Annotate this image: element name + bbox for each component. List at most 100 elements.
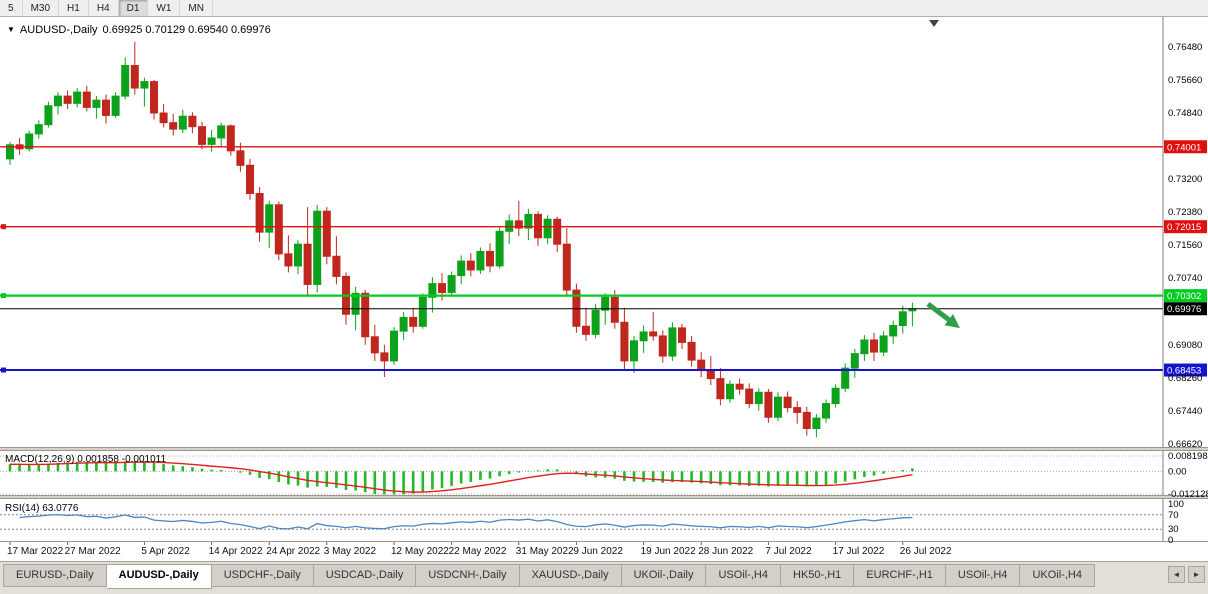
candle [44, 101, 53, 128]
candle [572, 283, 581, 333]
svg-text:26 Jul 2022: 26 Jul 2022 [900, 546, 952, 557]
time-axis[interactable]: 17 Mar 2022 27 Mar 2022 5 Apr 2022 14 Apr 2… [7, 542, 952, 557]
chart-tab-ukoil-h4[interactable]: UKOil-,H4 [1020, 564, 1095, 587]
chart-tab-hk50-h1[interactable]: HK50-,H1 [781, 564, 855, 587]
chart-canvas[interactable]: 0.74001 0.72015 0.70302 0.69976 0.68453 0.764… [0, 17, 1208, 561]
svg-text:7 Jul 2022: 7 Jul 2022 [765, 546, 812, 557]
candle [812, 414, 821, 438]
candle [198, 121, 206, 150]
price-line-0.74001[interactable]: 0.74001 [0, 140, 1207, 154]
panel-separator[interactable] [0, 447, 1208, 451]
chart-tab-usdchf-daily[interactable]: USDCHF-,Daily [211, 564, 314, 587]
candle [783, 391, 792, 413]
candle [543, 215, 552, 245]
candle [774, 392, 782, 422]
timeframe-button-mn[interactable]: MN [180, 0, 213, 16]
timeframe-button-w1[interactable]: W1 [148, 0, 181, 16]
svg-text:0.76480: 0.76480 [1168, 42, 1202, 53]
candle [313, 204, 322, 293]
line-handle[interactable] [1, 367, 6, 373]
candle [255, 187, 264, 242]
candle [265, 200, 274, 249]
candle [54, 92, 62, 115]
timeframe-button-h1[interactable]: H1 [59, 0, 89, 16]
svg-text:30: 30 [1168, 524, 1179, 535]
candle [82, 85, 91, 112]
chart-tab-usoil-h4[interactable]: USOil-,H4 [706, 564, 781, 587]
svg-text:0.70302: 0.70302 [1167, 291, 1201, 302]
candle [879, 331, 888, 357]
candle [745, 383, 754, 409]
candle [630, 335, 638, 373]
chart-tab-ukoil-daily[interactable]: UKOil-,Daily [621, 564, 707, 587]
chart-tab-usdcnh-daily[interactable]: USDCNH-,Daily [416, 564, 520, 587]
candle [687, 335, 696, 367]
chart-tab-xauusd-daily[interactable]: XAUUSD-,Daily [519, 564, 622, 587]
price-badge [1164, 302, 1207, 316]
price-axis[interactable]: 0.76480 0.75660 0.74840 0.73200 0.72380 0.715… [1162, 17, 1202, 541]
candle [764, 389, 773, 423]
candle [735, 378, 744, 395]
candle [399, 311, 408, 340]
timeframe-button-h4[interactable]: H4 [89, 0, 119, 16]
candle [889, 320, 898, 344]
candle [754, 388, 763, 411]
candle [726, 380, 734, 403]
candle [92, 96, 101, 119]
tab-scroll-nav: ◄ ► [1168, 564, 1205, 583]
candle [697, 352, 706, 377]
candle [207, 129, 216, 152]
candle [303, 207, 312, 297]
price-line-0.72015[interactable]: 0.72015 [0, 220, 1207, 234]
candlestick-series [6, 41, 917, 438]
price-line-0.68453[interactable]: 0.68453 [0, 363, 1207, 377]
svg-text:0.69976: 0.69976 [1167, 304, 1201, 315]
candle [370, 324, 379, 361]
candle [294, 240, 302, 274]
line-handle[interactable] [1, 293, 6, 299]
panel-separator[interactable] [0, 495, 1208, 499]
chart-tab-eurchf-h1[interactable]: EURCHF-,H1 [854, 564, 946, 587]
chart-tab-usdcad-daily[interactable]: USDCAD-,Daily [313, 564, 417, 587]
candle [274, 201, 283, 261]
rsi-line [19, 513, 913, 530]
price-badge [1164, 289, 1207, 303]
svg-text:0.75660: 0.75660 [1168, 75, 1202, 86]
svg-text:0.008198: 0.008198 [1168, 451, 1208, 462]
price-line-0.69976[interactable]: 0.69976 [0, 302, 1207, 316]
candle [553, 216, 562, 253]
candle [591, 303, 600, 339]
svg-text:0.67440: 0.67440 [1168, 406, 1202, 417]
svg-text:-0.012128: -0.012128 [1168, 489, 1208, 500]
candle [495, 227, 504, 269]
chart-tab-audusd-daily[interactable]: AUDUSD-,Daily [106, 564, 212, 589]
candle [505, 214, 514, 245]
svg-text:14 Apr 2022: 14 Apr 2022 [209, 546, 263, 557]
svg-text:9 Jun 2022: 9 Jun 2022 [573, 546, 623, 557]
svg-text:0.68260: 0.68260 [1168, 373, 1202, 384]
chart-tab-usoil-h4[interactable]: USOil-,H4 [945, 564, 1021, 587]
trend-arrow-annotation[interactable] [924, 298, 964, 333]
chart-tab-eurusd-daily[interactable]: EURUSD-,Daily [3, 564, 107, 587]
candle [226, 124, 235, 156]
timeframe-toolbar: 5 M30 H1 H4 D1 W1 MN [0, 0, 1208, 17]
candle [447, 271, 456, 297]
price-line-0.70302[interactable]: 0.70302 [0, 289, 1207, 303]
svg-text:28 Jun 2022: 28 Jun 2022 [698, 546, 753, 557]
tab-scroll-left-icon[interactable]: ◄ [1168, 566, 1185, 583]
timeframe-button-d1[interactable]: D1 [118, 0, 149, 16]
candle [322, 207, 331, 265]
svg-text:0.70740: 0.70740 [1168, 273, 1202, 284]
candle [668, 322, 677, 361]
line-handle[interactable] [1, 224, 6, 230]
candle [236, 142, 245, 172]
candle [466, 253, 475, 277]
chart-window: 0.74001 0.72015 0.70302 0.69976 0.68453 0.764… [0, 17, 1208, 561]
timeframe-button-5[interactable]: 5 [0, 0, 23, 16]
svg-text:3 May 2022: 3 May 2022 [324, 546, 377, 557]
candle [342, 272, 350, 325]
candle [140, 77, 149, 107]
timeframe-button-m30[interactable]: M30 [23, 0, 60, 16]
tab-scroll-right-icon[interactable]: ► [1188, 566, 1205, 583]
candle [178, 109, 187, 134]
